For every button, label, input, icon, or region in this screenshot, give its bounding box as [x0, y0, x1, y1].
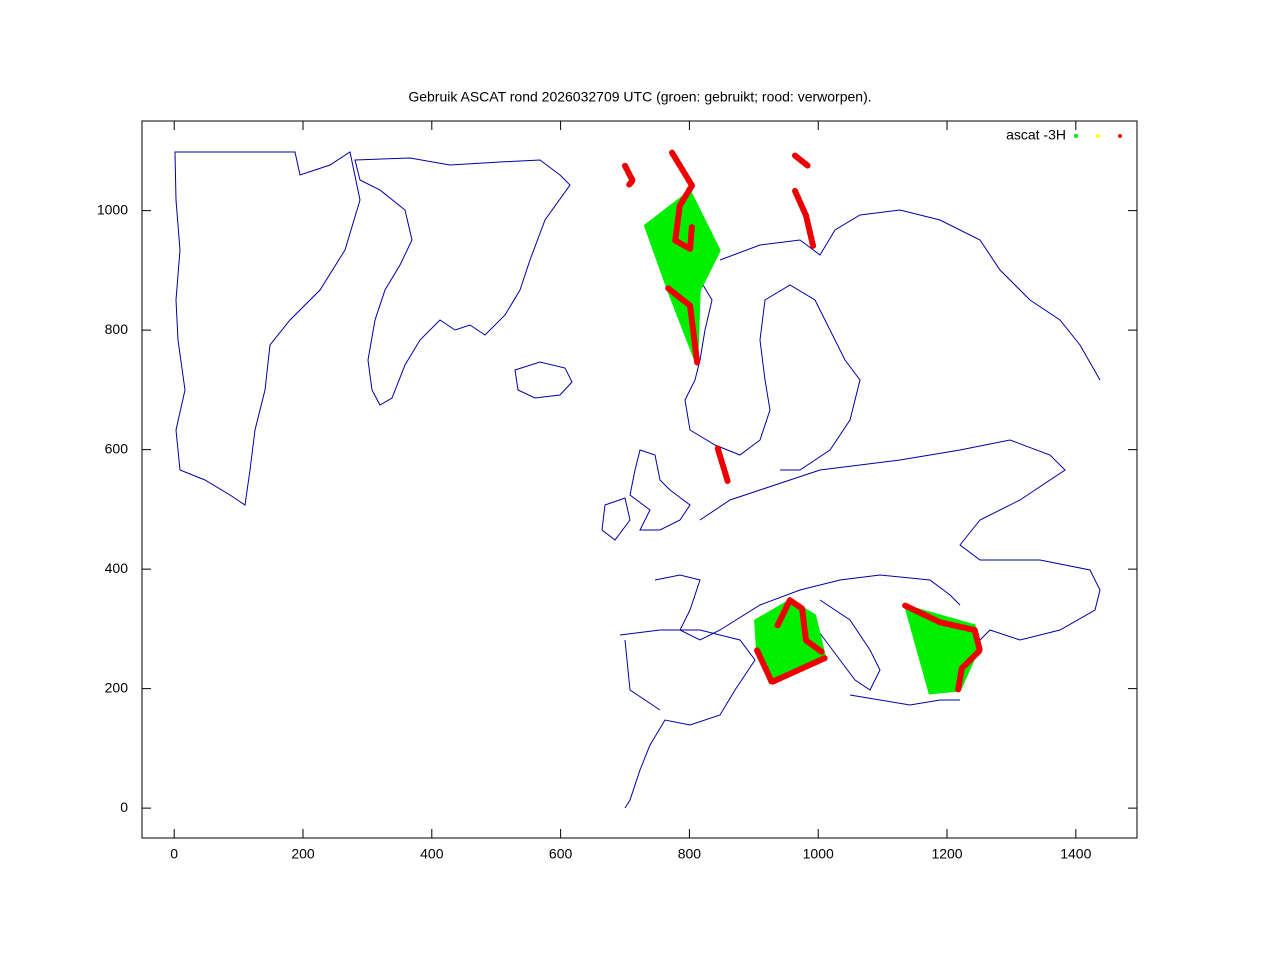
swath-rejected [665, 285, 701, 366]
coastline [809, 599, 960, 706]
swath-rejected [669, 149, 695, 252]
y-tick-label: 0 [120, 799, 128, 815]
x-tick-label: 400 [420, 846, 444, 862]
plot-marks [622, 149, 983, 695]
x-tick-label: 800 [678, 846, 702, 862]
y-tick-label: 200 [105, 679, 129, 695]
legend-marker [1096, 134, 1100, 138]
coastline [619, 629, 756, 809]
plot-border [141, 120, 1138, 839]
swath-rejected [902, 602, 983, 694]
legend-label: ascat -3H [1006, 127, 1066, 143]
x-tick-label: 1000 [803, 846, 834, 862]
x-tick-label: 600 [549, 846, 573, 862]
swath-rejected [754, 647, 828, 686]
y-tick-label: 600 [105, 440, 129, 456]
coastline [174, 151, 361, 506]
y-tick-label: 800 [105, 321, 129, 337]
legend-marker [1074, 134, 1078, 138]
x-tick-label: 0 [170, 846, 178, 862]
legend-marker [1118, 134, 1122, 138]
y-tick-label: 400 [105, 560, 129, 576]
swath-rejected [714, 445, 732, 486]
coastline [654, 439, 1101, 641]
x-tick-label: 200 [291, 846, 315, 862]
swath-rejected [792, 152, 811, 169]
coastline [354, 157, 571, 406]
chart-title: Gebruik ASCAT rond 2026032709 UTC (groen… [408, 89, 871, 105]
coastline [514, 361, 573, 399]
y-tick-label: 1000 [97, 201, 128, 217]
coastline [601, 449, 691, 541]
swath-rejected [774, 597, 826, 656]
swath-rejected [792, 187, 817, 249]
coastline [684, 209, 1101, 471]
swath-rejected [622, 162, 636, 189]
coastlines [174, 151, 1101, 809]
x-tick-label: 1200 [931, 846, 962, 862]
x-tick-label: 1400 [1060, 846, 1091, 862]
